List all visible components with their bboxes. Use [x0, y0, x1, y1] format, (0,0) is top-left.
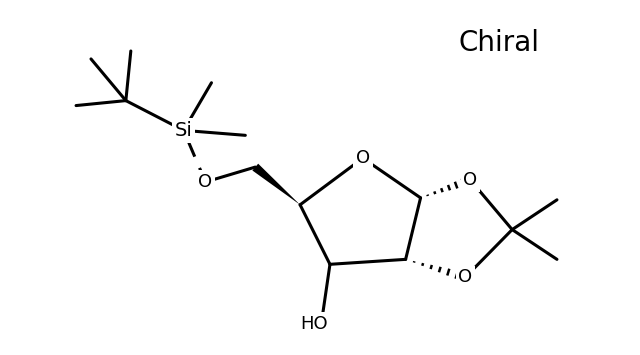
Text: Chiral: Chiral — [459, 29, 540, 57]
Text: HO: HO — [300, 315, 328, 333]
Text: O: O — [356, 149, 370, 167]
Text: O: O — [458, 268, 472, 286]
Polygon shape — [252, 164, 300, 205]
Text: Si: Si — [175, 121, 193, 140]
Text: O: O — [463, 171, 477, 189]
Text: O: O — [198, 173, 212, 191]
